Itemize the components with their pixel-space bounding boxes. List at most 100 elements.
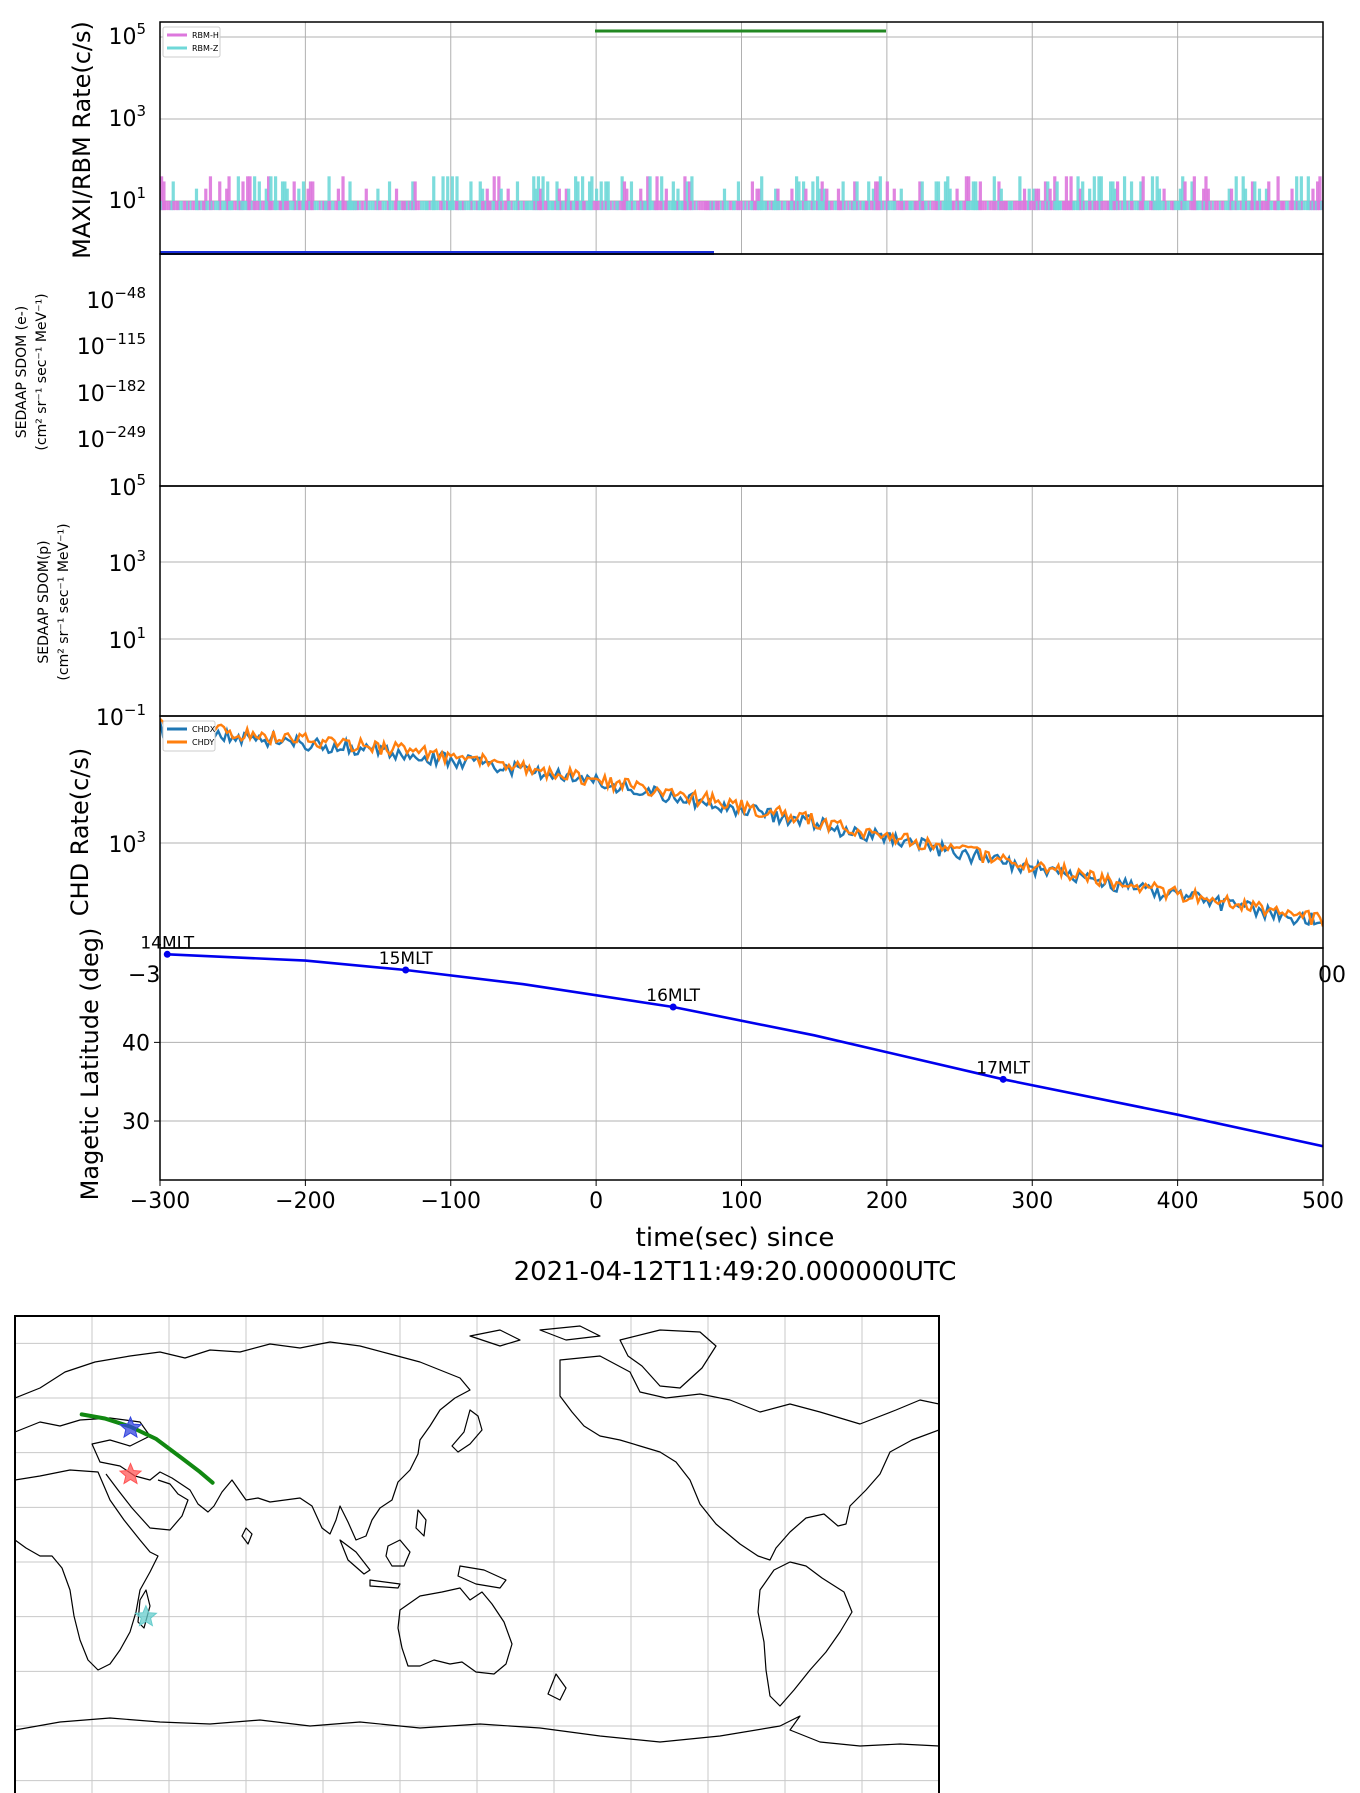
rbm-bar [627,201,630,211]
rbm-bar [1027,201,1030,211]
rbm-bar [467,201,470,211]
rbm-bar [455,176,459,211]
rbm-bar [189,201,193,211]
rbm-bar [522,201,526,211]
rbm-bar [460,201,463,211]
rbm-bar [943,201,946,211]
rbm-bar [317,201,320,211]
rbm-bar [238,201,241,211]
rbm-bar [215,201,219,211]
rbm-bar [760,201,763,211]
rbm-bar [556,201,559,211]
rbm-bar [180,201,184,211]
rbm-bar [676,188,680,211]
ytick-label: 105 [108,471,146,501]
rbm-bar [1259,201,1262,211]
rbm-bar [571,201,575,211]
rbm-bar [814,201,817,211]
rbm-bar [978,201,981,211]
rbm-bar [478,181,482,211]
rbm-bar [981,201,985,211]
rbm-bar [428,201,432,211]
rbm-bar [910,201,913,211]
rbm-bar [264,201,268,211]
rbm-bar [603,201,606,211]
rbm-bar [404,201,407,211]
rbm-bar [768,201,772,211]
rbm-bar [890,201,894,211]
rbm-bar [925,201,929,211]
rbm-bar [493,201,496,211]
rbm-bar [1135,201,1138,211]
rbm-bar [248,176,252,211]
rbm-bar [775,201,779,211]
rbm-bar [1187,201,1190,211]
rbm-bar [1048,188,1052,211]
rbm-bar [371,201,374,211]
rbm-bar [501,201,505,211]
rbm-bar [297,188,301,211]
rbm-bar [686,201,690,211]
rbm-bar [268,201,271,211]
rbm-bar [804,188,808,211]
rbm-bar [831,201,835,211]
coastline-greenland [619,1329,717,1389]
rbm-bar [927,201,930,211]
rbm-bar [706,201,709,211]
rbm-bar [218,181,222,211]
ytick-label: 10−249 [77,423,146,453]
rbm-bar [1022,188,1027,211]
rbm-bar [409,201,412,211]
rbm-bar [1180,201,1183,211]
rbm-bar [1201,201,1204,211]
rbm-bar [196,201,200,211]
rbm-bar [296,201,299,211]
rbm-bar [446,176,450,211]
rbm-bar [894,201,897,211]
legend-rbm: RBM-H RBM-Z [162,26,221,58]
rbm-bar [810,201,814,211]
rbm-bar [247,201,250,211]
blue-star-marker [118,1415,143,1439]
rbm-bar [1218,201,1222,211]
rbm-bar [515,201,519,211]
rbm-bar [350,201,353,211]
rbm-bar [367,201,370,211]
rbm-bar [866,201,869,211]
rbm-bar [231,201,234,211]
rbm-bar [702,201,705,211]
rbm-bar [413,181,417,211]
ytick-label: 105 [108,20,146,50]
rbm-bar [760,176,764,211]
rbm-bar [1136,201,1140,211]
rbm-bar [411,201,414,211]
rbm-bar [1007,201,1011,211]
rbm-bar [990,201,993,211]
rbm-bar [955,201,958,211]
rbm-bar [648,176,652,211]
rbm-bar [1177,201,1180,211]
rbm-bar [1109,201,1112,211]
grid-sedaap-proton [160,486,1323,716]
rbm-bar [744,201,747,211]
rbm-bar [1115,181,1120,211]
rbm-bar [378,201,381,211]
rbm-bar [643,201,646,211]
rbm-bar [855,181,859,211]
rbm-bar [1035,201,1039,211]
rbm-bar [385,201,388,211]
rbm-bar [1246,201,1250,211]
rbm-bar [730,201,733,211]
rbm-bar [1020,201,1023,211]
rbm-bar [219,201,222,211]
rbm-bar [341,201,344,211]
rbm-bar [193,201,196,211]
rbm-bar [160,176,164,211]
rbm-bar [688,201,691,211]
rbm-bar [757,188,761,211]
rbm-bar [871,201,875,211]
rbm-bar [753,201,756,211]
rbm-bar [639,188,643,211]
legend-label-chdy: CHDY [192,738,214,747]
rbm-bar [671,201,674,211]
